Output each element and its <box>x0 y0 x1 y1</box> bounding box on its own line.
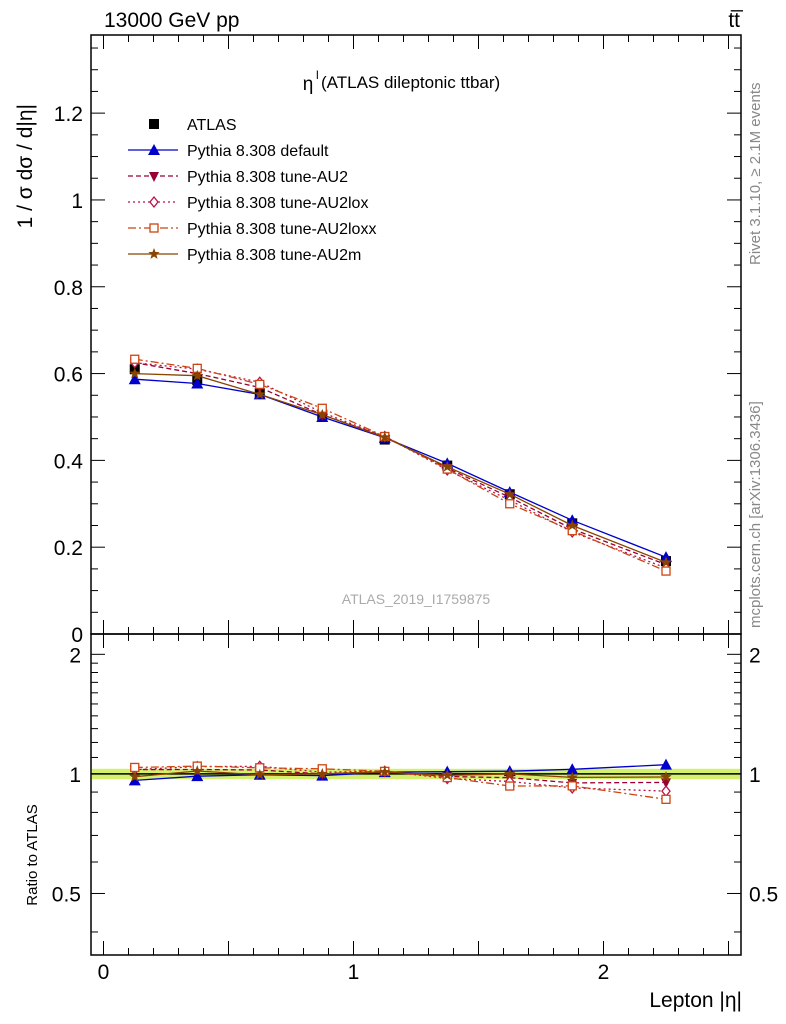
legend-marker-pythia-8-308-tune-au2lox <box>149 195 159 209</box>
y-tick-label: 0.2 <box>54 537 83 560</box>
y-tick-label: 0.4 <box>54 450 84 473</box>
series-line-pythia-8-308-tune-au2lox <box>134 362 667 569</box>
ratio-point-pythia-8-308-tune-au2loxx <box>505 781 515 791</box>
xlabel: Lepton |η| <box>649 989 742 1012</box>
point-pythia-8-308-tune-au2m <box>129 367 141 379</box>
chart-title-superscript: l <box>316 68 319 82</box>
ratio-point-pythia-8-308-tune-au2m <box>566 771 578 783</box>
legend-label-pythia-8-308-tune-au2lox: Pythia 8.308 tune-AU2lox <box>187 195 368 212</box>
point-pythia-8-308-tune-au2loxx <box>130 354 140 364</box>
legend-marker-pythia-8-308-tune-au2loxx <box>149 223 159 233</box>
ratio-y-tick-label-right: 2 <box>749 644 761 667</box>
ratio-point-pythia-8-308-tune-au2m <box>316 767 328 779</box>
ratio-point-pythia-8-308-default <box>566 763 579 775</box>
ratio-y-tick-label: 0.5 <box>52 883 81 906</box>
legend-label-atlas: ATLAS <box>187 117 237 134</box>
point-pythia-8-308-tune-au2m <box>254 388 266 400</box>
analysis-watermark: ATLAS_2019_I1759875 <box>342 591 491 607</box>
ratio-y-tick-label-right: 1 <box>749 764 761 787</box>
legend-label-pythia-8-308-tune-au2loxx: Pythia 8.308 tune-AU2loxx <box>187 221 376 238</box>
x-tick-label: 1 <box>348 961 360 984</box>
energy-label: 13000 GeV pp <box>104 9 239 32</box>
series-line-pythia-8-308-tune-au2m <box>134 372 667 564</box>
point-pythia-8-308-tune-au2m <box>660 556 672 568</box>
legend-marker-pythia-8-308-tune-au2 <box>149 172 159 182</box>
point-pythia-8-308-tune-au2m <box>566 519 578 531</box>
legend: ATLAS Pythia 8.308 default Pythia 8.308 tu… <box>128 117 376 264</box>
ratio-point-pythia-8-308-tune-au2m <box>191 765 203 776</box>
ratio-point-pythia-8-308-default <box>191 770 204 782</box>
point-pythia-8-308-default <box>191 377 204 389</box>
point-pythia-8-308-tune-au2m <box>441 460 453 472</box>
process-label: tt̅ <box>728 9 744 32</box>
legend-marker-pythia-8-308-tune-au2m <box>148 248 160 259</box>
ratio-point-pythia-8-308-tune-au2loxx <box>661 794 671 804</box>
ratio-point-pythia-8-308-tune-au2m <box>660 771 672 782</box>
ratio-y-tick-label: 1 <box>69 764 81 787</box>
y-tick-label: 1 <box>71 190 83 213</box>
ratio-point-pythia-8-308-tune-au2m <box>441 769 453 781</box>
legend-label-pythia-8-308-default: Pythia 8.308 default <box>187 143 329 160</box>
point-pythia-8-308-tune-au2m <box>379 431 391 443</box>
ratio-point-pythia-8-308-default <box>660 758 672 770</box>
point-pythia-8-308-default <box>128 373 141 385</box>
point-pythia-8-308-tune-au2loxx <box>255 379 265 390</box>
point-pythia-8-308-tune-au2m <box>504 488 516 500</box>
legend-marker-atlas <box>149 119 159 129</box>
point-pythia-8-308-tune-au2loxx <box>661 566 671 576</box>
ratio-point-pythia-8-308-tune-au2m <box>379 766 391 777</box>
y-tick-label: 0.8 <box>54 277 83 300</box>
legend-label-pythia-8-308-tune-au2m: Pythia 8.308 tune-AU2m <box>187 247 361 264</box>
ratio-y-tick-label-right: 0.5 <box>749 883 778 906</box>
ratio-frame <box>90 633 742 956</box>
rivet-label: Rivet 3.1.10, ≥ 2.1M events <box>747 83 764 266</box>
y-tick-label: 0.6 <box>54 364 83 387</box>
chart-title-text: (ATLAS dileptonic ttbar) <box>321 73 500 92</box>
ratio-point-pythia-8-308-tune-au2loxx <box>130 762 140 773</box>
legend-label-pythia-8-308-tune-au2: Pythia 8.308 tune-AU2 <box>187 169 348 186</box>
chart-title-symbol: η <box>303 74 314 95</box>
mcplots-label: mcplots.cern.ch [arXiv:1306.3436] <box>747 401 764 628</box>
x-tick-label: 0 <box>98 961 110 984</box>
ratio-point-pythia-8-308-tune-au2m <box>504 767 516 779</box>
ratio-y-tick-label: 2 <box>69 644 81 667</box>
ratio-point-pythia-8-308-tune-au2m <box>254 768 266 780</box>
main-panel: η l (ATLAS dileptonic ttbar) 1 / σ dσ / … <box>14 34 742 647</box>
ratio-series-line-pythia-8-308-tune-au2loxx <box>134 765 667 800</box>
series-line-pythia-8-308-tune-au2 <box>134 362 667 566</box>
point-pythia-8-308-tune-au2m <box>316 408 328 420</box>
ratio-point-pythia-8-308-default <box>128 774 141 786</box>
y-tick-label: 0 <box>71 624 83 647</box>
ratio-point-pythia-8-308-tune-au2lox <box>661 785 671 798</box>
ratio-panel: Ratio to ATLAS Lepton |η| 0 1 2 0.5 0.5 1 1 2 2 <box>24 633 778 1012</box>
point-pythia-8-308-tune-au2m <box>191 369 203 381</box>
main-ylabel: 1 / σ dσ / d|η| <box>14 104 37 228</box>
point-pythia-8-308-tune-au2loxx <box>505 499 515 509</box>
ratio-ylabel: Ratio to ATLAS <box>24 804 41 905</box>
series-line-pythia-8-308-tune-au2loxx <box>134 358 667 572</box>
legend-marker-pythia-8-308-default <box>148 144 160 155</box>
ratio-point-pythia-8-308-tune-au2loxx <box>567 781 577 791</box>
ratio-point-pythia-8-308-tune-au2m <box>129 770 141 782</box>
y-tick-label: 1.2 <box>54 103 83 126</box>
x-tick-label: 2 <box>598 961 610 984</box>
